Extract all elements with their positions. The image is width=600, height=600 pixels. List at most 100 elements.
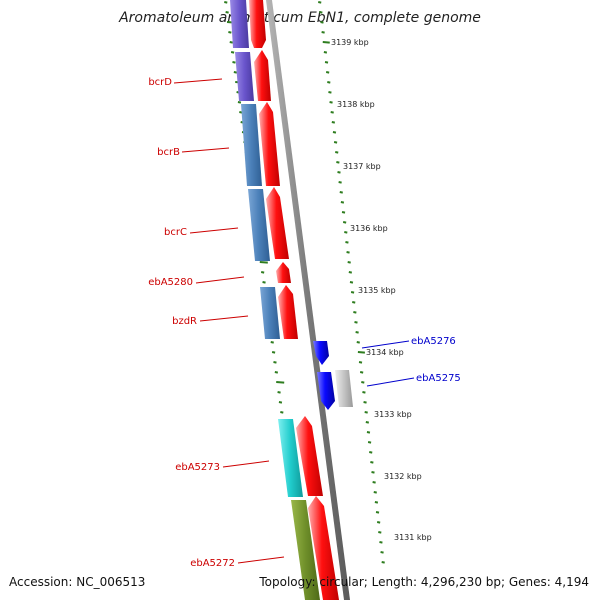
- class-band-bzdR: [260, 287, 280, 339]
- gene-labels: bcrD bcrB bcrC ebA5280 bzdR ebA5273 ebA5272 ebA…: [148, 77, 461, 569]
- tick-mark: [357, 351, 365, 354]
- tick-mark: [232, 61, 236, 64]
- class-band-bcrB: [241, 104, 262, 186]
- class-band-bcrD-top: [230, 0, 249, 48]
- tick-mark: [345, 241, 349, 244]
- tick-mark: [350, 291, 355, 294]
- tick-mark: [378, 531, 382, 534]
- tick-mark: [329, 101, 333, 104]
- tick-mark: [372, 481, 376, 484]
- accession-text: Accession: NC_006513: [9, 575, 146, 589]
- tick-mark: [224, 1, 228, 4]
- topology-text: Topology: circular; Length: 4,296,230 bp…: [259, 575, 589, 589]
- gene-label-ebA5273: ebA5273: [175, 462, 220, 473]
- tick-mark: [277, 391, 281, 394]
- forward-genes: [249, 0, 339, 600]
- gene-block-other: [335, 370, 353, 407]
- tick-mark: [355, 331, 359, 334]
- tick-mark: [370, 461, 374, 464]
- class-band-bcrD: [235, 52, 254, 101]
- tick-mark: [318, 1, 322, 4]
- leader-line: [237, 556, 285, 564]
- tick-mark: [366, 431, 371, 434]
- gene-arrow-bcrC: [266, 187, 289, 259]
- scale-label: 3138 kbp: [337, 100, 375, 109]
- gene-arrow-ebA5280: [276, 262, 291, 283]
- tick-mark: [340, 201, 345, 204]
- tick-mark: [327, 81, 331, 84]
- tick-mark: [262, 281, 266, 284]
- tick-mark: [325, 71, 330, 74]
- tick-mark: [333, 141, 338, 144]
- gene-label-ebA5280: ebA5280: [148, 277, 193, 288]
- tick-mark: [320, 21, 324, 24]
- tick-mark: [376, 521, 381, 524]
- backbone: [266, 0, 350, 600]
- tick-mark: [336, 161, 340, 164]
- tick-mark: [324, 61, 329, 64]
- tick-mark: [371, 471, 375, 474]
- tick-mark: [342, 221, 347, 224]
- scale-label: 3132 kbp: [384, 472, 422, 481]
- tick-mark: [319, 11, 323, 14]
- scale-label: 3131 kbp: [394, 533, 432, 542]
- tick-mark: [344, 231, 348, 234]
- tick-mark: [361, 381, 365, 384]
- tick-mark: [363, 401, 367, 404]
- tick-mark: [328, 91, 332, 94]
- tick-mark: [380, 551, 384, 554]
- leader-line: [222, 460, 270, 468]
- class-band-bcrC: [248, 189, 270, 261]
- tick-mark: [379, 541, 383, 544]
- tick-mark: [321, 31, 325, 34]
- map-title: Aromatoleum aromaticum EbN1, complete ge…: [119, 10, 481, 26]
- gene-label-bcrD: bcrD: [148, 77, 172, 88]
- class-band-ebA5273: [278, 419, 303, 497]
- tick-mark: [280, 411, 284, 414]
- tick-mark: [349, 281, 354, 284]
- leader-line: [189, 227, 239, 234]
- tick-mark: [375, 511, 380, 514]
- tick-mark: [338, 181, 342, 184]
- tick-mark: [365, 421, 370, 424]
- tick-mark: [330, 111, 334, 114]
- tick-row-right: [318, 1, 385, 564]
- tick-mark: [259, 261, 268, 264]
- tick-mark: [331, 121, 336, 124]
- gene-label-ebA5276: ebA5276: [411, 336, 456, 347]
- leader-line: [195, 276, 245, 284]
- tick-mark: [362, 391, 366, 394]
- tick-mark: [270, 341, 274, 344]
- tick-mark: [356, 341, 360, 344]
- class-band-ebA5272: [291, 500, 320, 600]
- class-bands: [230, 0, 320, 600]
- tick-mark: [381, 561, 385, 564]
- tick-mark: [225, 11, 229, 14]
- tick-mark: [359, 371, 364, 374]
- leader-line: [366, 377, 415, 387]
- leader-line: [199, 315, 249, 322]
- tick-mark: [373, 491, 377, 494]
- tick-mark: [337, 171, 341, 174]
- tick-mark: [332, 131, 337, 134]
- gene-arrow-ebA5275: [317, 372, 335, 410]
- tick-mark: [323, 51, 328, 54]
- leader-line: [361, 340, 410, 349]
- tick-mark: [233, 71, 238, 74]
- scale-label: 3136 kbp: [350, 224, 388, 233]
- tick-mark: [339, 191, 343, 194]
- tick-mark: [364, 411, 368, 414]
- gene-label-bcrB: bcrB: [157, 147, 180, 158]
- scale-label: 3139 kbp: [331, 38, 369, 47]
- tick-mark: [374, 501, 379, 504]
- tick-mark: [230, 51, 235, 54]
- scale-label: 3134 kbp: [366, 348, 404, 357]
- tick-mark: [271, 351, 276, 354]
- gene-arrow-bcrD: [254, 50, 271, 101]
- scale-label: 3135 kbp: [358, 286, 396, 295]
- gene-arrow-ebA5272: [308, 496, 339, 600]
- leader-line: [173, 78, 223, 84]
- gene-arrow-top: [249, 0, 266, 48]
- gene-arrow-bzdR: [278, 285, 298, 339]
- tick-mark: [229, 41, 233, 44]
